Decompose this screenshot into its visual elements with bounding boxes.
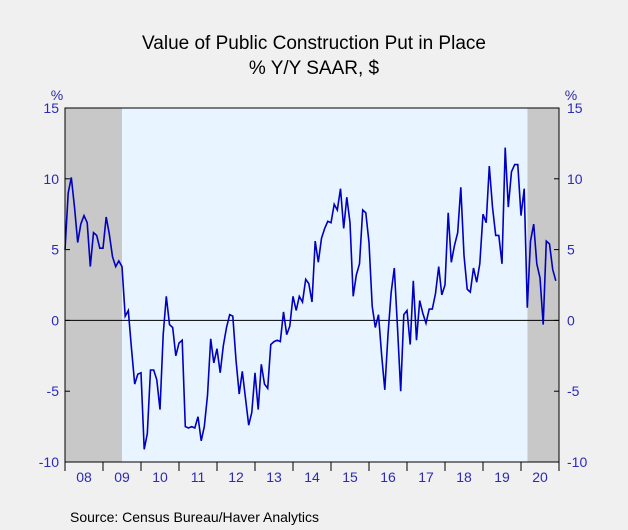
recession-shading bbox=[65, 108, 559, 462]
x-axis-ticks: 08 09 10 11 12 13 14 15 16 17 18 19 20 bbox=[64, 462, 560, 485]
y-tick-label-right: -10 bbox=[567, 454, 587, 470]
x-tick-label: 19 bbox=[494, 469, 510, 485]
plot-border bbox=[64, 107, 560, 463]
x-tick-label: 16 bbox=[380, 469, 396, 485]
y-tick-label-left: 5 bbox=[51, 242, 59, 258]
x-tick-label: 18 bbox=[456, 469, 472, 485]
x-tick-label: 13 bbox=[266, 469, 282, 485]
source-note: Source: Census Bureau/Haver Analytics bbox=[70, 509, 319, 525]
plot-area bbox=[65, 108, 559, 462]
left-axis-unit: % bbox=[51, 87, 63, 103]
series-line bbox=[64, 147, 557, 450]
y-tick-label-right: -5 bbox=[567, 383, 580, 399]
y-tick-label-left: 10 bbox=[43, 171, 59, 187]
x-tick-label: 14 bbox=[304, 469, 320, 485]
x-tick-label: 08 bbox=[76, 469, 92, 485]
y-tick-label-left: -10 bbox=[39, 454, 59, 470]
y-tick-label-left: 15 bbox=[43, 100, 59, 116]
y-tick-label-right: 10 bbox=[567, 171, 583, 187]
right-axis-unit: % bbox=[565, 87, 577, 103]
x-tick-label: 17 bbox=[418, 469, 434, 485]
y-tick-label-left: -5 bbox=[47, 383, 60, 399]
y-axis-ticks: 15 15 10 10 5 5 0 0 -5 -5 -10 -10 bbox=[39, 100, 588, 470]
recession-band-1 bbox=[527, 108, 559, 462]
y-tick-label-right: 0 bbox=[567, 312, 575, 328]
chart-title: Value of Public Construction Put in Plac… bbox=[142, 33, 486, 54]
recession-band-0 bbox=[65, 108, 122, 462]
x-tick-label: 09 bbox=[114, 469, 130, 485]
x-tick-label: 11 bbox=[191, 469, 206, 485]
x-tick-label: 10 bbox=[152, 469, 168, 485]
x-tick-label: 15 bbox=[342, 469, 358, 485]
y-tick-label-left: 0 bbox=[51, 312, 59, 328]
y-tick-label-right: 15 bbox=[567, 100, 583, 116]
x-tick-label: 20 bbox=[532, 469, 548, 485]
x-tick-label: 12 bbox=[228, 469, 244, 485]
chart-subtitle: % Y/Y SAAR, $ bbox=[249, 58, 380, 79]
y-tick-label-right: 5 bbox=[567, 242, 575, 258]
